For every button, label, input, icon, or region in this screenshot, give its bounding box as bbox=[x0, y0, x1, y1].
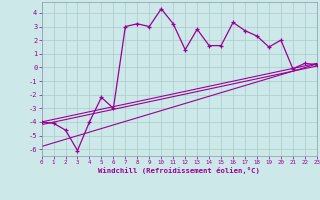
X-axis label: Windchill (Refroidissement éolien,°C): Windchill (Refroidissement éolien,°C) bbox=[98, 167, 260, 174]
